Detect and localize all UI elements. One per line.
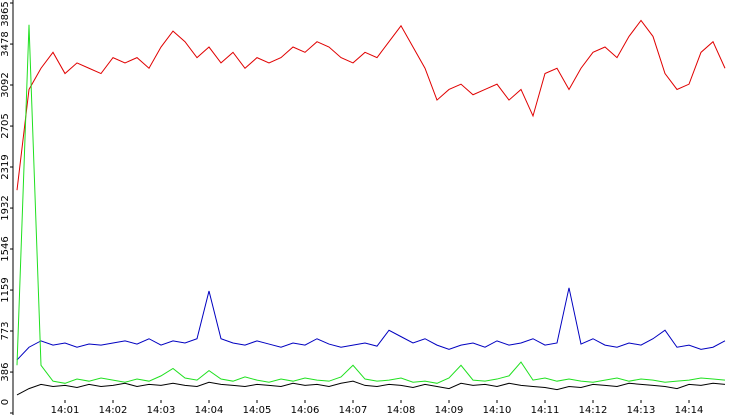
x-tick-label: 14:03 <box>147 405 176 415</box>
y-tick-label: 1932 <box>0 195 11 220</box>
y-tick-label: 3092 <box>0 72 11 97</box>
x-tick-label: 14:12 <box>579 405 608 415</box>
series-line <box>16 287 726 361</box>
y-tick-label: 1159 <box>0 277 11 302</box>
x-tick-label: 14:08 <box>387 405 416 415</box>
y-tick-label: 0 <box>0 399 11 405</box>
x-tick-label: 14:09 <box>435 405 464 415</box>
series-line <box>16 19 726 191</box>
x-tick-label: 14:06 <box>291 405 320 415</box>
y-tick-label: 1546 <box>0 236 11 261</box>
x-tick-label: 14:05 <box>243 405 272 415</box>
y-tick-label: 3865 <box>0 1 11 26</box>
y-tick-label: 3478 <box>0 31 11 56</box>
x-tick-label: 14:02 <box>99 405 128 415</box>
y-tick-label: 386 <box>0 363 11 382</box>
x-tick-label: 14:13 <box>627 405 656 415</box>
x-tick-label: 14:04 <box>195 405 224 415</box>
series-line <box>16 24 726 384</box>
x-tick-label: 14:01 <box>51 405 80 415</box>
series-line <box>16 380 726 396</box>
y-tick-label: 2705 <box>0 113 11 138</box>
y-tick-label: 2319 <box>0 154 11 179</box>
x-tick-label: 14:11 <box>531 405 560 415</box>
x-tick-label: 14:07 <box>339 405 368 415</box>
y-tick-label: 773 <box>0 321 11 340</box>
x-tick-label: 14:14 <box>675 405 704 415</box>
x-tick-label: 14:10 <box>483 405 512 415</box>
